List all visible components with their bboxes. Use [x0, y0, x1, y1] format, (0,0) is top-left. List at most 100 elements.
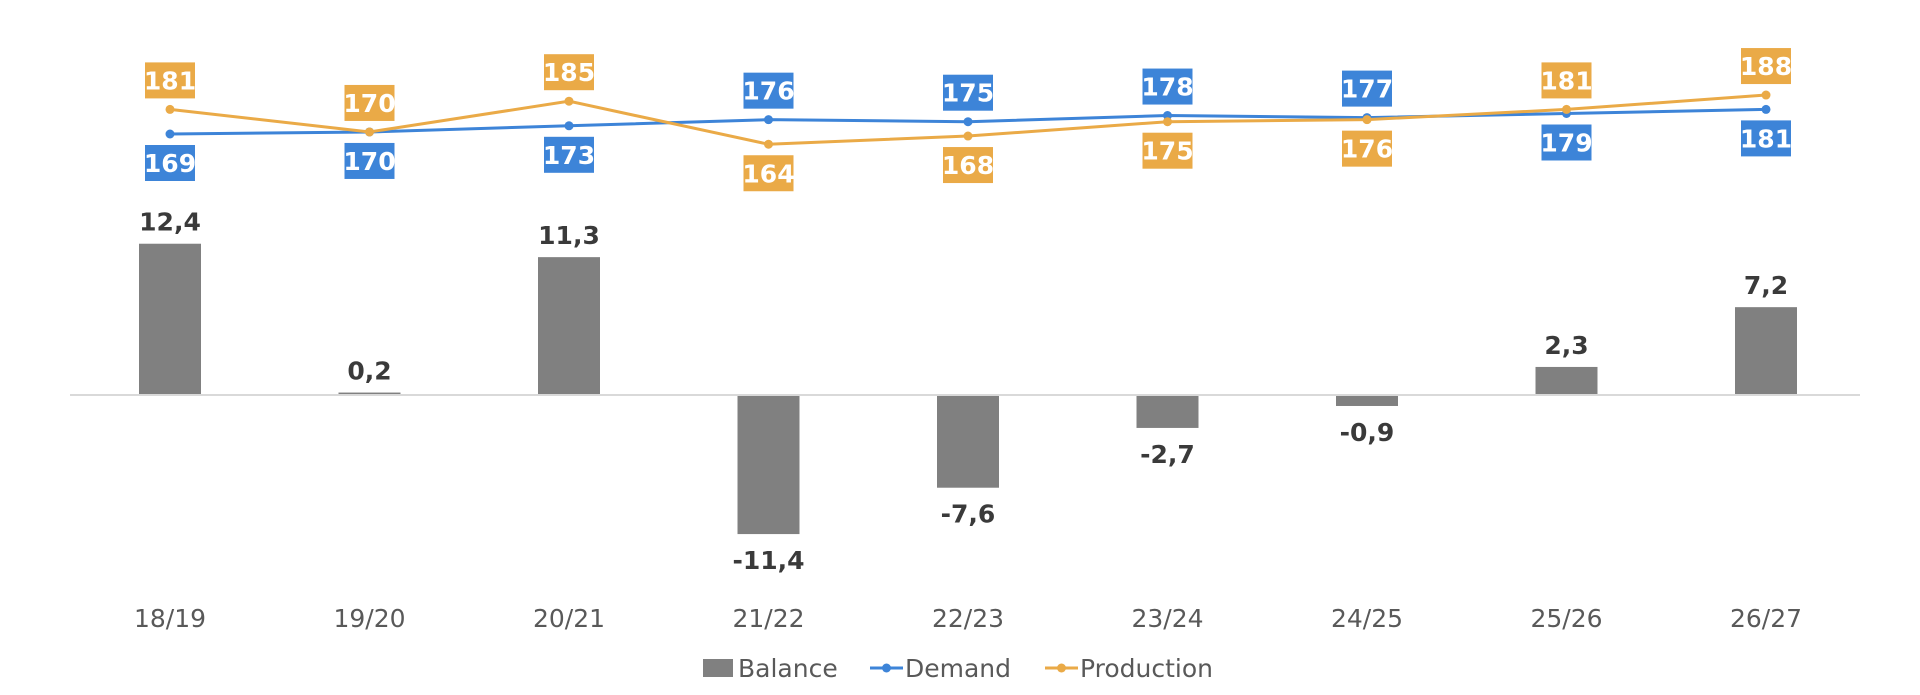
x-tick-22/23: 22/23	[932, 604, 1004, 633]
demand-label-box	[544, 136, 594, 173]
bar-20/21	[538, 257, 600, 395]
demand-label-box	[943, 74, 993, 111]
legend-marker	[1057, 663, 1066, 673]
production-label-text: 164	[742, 159, 794, 188]
production-label-box	[743, 155, 794, 192]
bar-label-19/20: 0,2	[347, 357, 391, 386]
bar-label-18/19: 12,4	[139, 208, 201, 237]
bar-label-25/26: 2,3	[1544, 331, 1588, 360]
demand-label-24/25: 177	[1341, 70, 1393, 107]
legend-item-balance[interactable]: Balance	[703, 654, 838, 683]
x-tick-23/24: 23/24	[1131, 604, 1203, 633]
demand-label-18/19: 169	[144, 145, 196, 181]
production-label-text: 185	[543, 58, 595, 87]
demand-point-21/22	[764, 115, 773, 125]
legend-item-demand[interactable]: Demand	[870, 654, 1011, 683]
demand-label-box	[145, 145, 195, 181]
production-point-18/19	[165, 104, 175, 114]
demand-point-20/21	[564, 121, 574, 131]
balance-bars	[139, 243, 1797, 535]
production-label-box	[1741, 48, 1791, 85]
bar-18/19	[139, 243, 201, 395]
production-label-24/25: 176	[1341, 130, 1393, 167]
production-label-25/26: 181	[1540, 62, 1593, 99]
x-tick-20/21: 20/21	[533, 604, 605, 633]
production-label-box	[145, 62, 195, 99]
bar-label-24/25: -0,9	[1340, 418, 1395, 447]
x-tick-19/20: 19/20	[333, 604, 405, 633]
production-label-box	[943, 147, 993, 184]
bar-21/22	[737, 395, 800, 535]
x-tick-26/27: 26/27	[1730, 604, 1802, 633]
balance-labels: 12,4 0,2 11,3 -11,4 -7,6 -2,7 -0,9 2,3 7,2	[139, 208, 1788, 575]
demand-label-21/22: 176	[742, 72, 795, 109]
production-label-text: 175	[1141, 137, 1193, 166]
demand-label-text: 177	[1341, 75, 1393, 104]
production-label-23/24: 175	[1141, 132, 1194, 169]
demand-label-text: 175	[942, 79, 994, 108]
bar-label-26/27: 7,2	[1744, 271, 1788, 300]
demand-label-box	[1142, 68, 1193, 105]
demand-label-20/21: 173	[543, 136, 595, 173]
production-label-box	[1142, 132, 1193, 169]
demand-label-box	[1541, 124, 1592, 161]
legend-label: Balance	[738, 654, 838, 683]
demand-label-19/20: 170	[343, 142, 396, 179]
bar-25/26	[1535, 366, 1598, 395]
demand-label-text: 169	[144, 149, 196, 178]
x-tick-25/26: 25/26	[1530, 604, 1602, 633]
demand-label-25/26: 179	[1540, 124, 1593, 161]
line-series	[165, 90, 1771, 149]
x-tick-18/19: 18/19	[134, 604, 206, 633]
demand-label-text: 173	[543, 141, 595, 170]
x-tick-24/25: 24/25	[1331, 604, 1403, 633]
production-point-23/24	[1163, 117, 1172, 127]
demand-label-box	[1342, 70, 1392, 107]
production-label-box	[344, 84, 395, 121]
production-label-text: 176	[1341, 135, 1393, 164]
bar-19/20	[338, 392, 401, 395]
legend-label: Production	[1080, 654, 1213, 683]
demand-point-18/19	[165, 129, 175, 139]
bar-label-22/23: -7,6	[941, 500, 996, 529]
production-label-text: 168	[942, 151, 994, 180]
production-label-text: 181	[1540, 66, 1592, 95]
demand-label-box	[344, 142, 395, 179]
production-point-22/23	[963, 131, 973, 141]
bar-26/27	[1735, 307, 1797, 395]
legend: Balance Demand Production	[703, 654, 1213, 683]
production-label-19/20: 170	[343, 84, 396, 121]
production-label-text: 188	[1740, 52, 1792, 81]
demand-label-26/27: 181	[1740, 120, 1792, 157]
production-point-20/21	[564, 96, 574, 106]
production-label-22/23: 168	[942, 147, 994, 184]
production-point-24/25	[1362, 115, 1372, 125]
demand-label-23/24: 178	[1141, 68, 1194, 105]
production-label-text: 170	[343, 89, 395, 118]
bar-label-23/24: -2,7	[1140, 440, 1195, 469]
bar-24/25	[1336, 395, 1398, 406]
production-label-21/22: 164	[742, 155, 795, 192]
production-label-box	[544, 54, 594, 91]
bar-label-20/21: 11,3	[538, 221, 600, 250]
demand-label-text: 179	[1540, 129, 1592, 158]
x-axis-ticks: 18/19 19/20 20/21 21/22 22/23 23/24 24/25 25/26…	[134, 604, 1802, 633]
demand-label-text: 178	[1141, 73, 1193, 102]
demand-point-23/24	[1163, 111, 1172, 121]
demand-label-22/23: 175	[942, 74, 994, 111]
demand-label-text: 176	[742, 77, 794, 106]
production-label-text: 181	[144, 66, 196, 95]
demand-label-text: 181	[1740, 124, 1792, 153]
demand-label-box	[743, 72, 794, 109]
production-label-18/19: 181	[144, 62, 196, 99]
line-labels: 169 181 170 170 173 185 176 164 175 168 178 175 177 1…	[144, 48, 1792, 192]
production-label-20/21: 185	[543, 54, 595, 91]
production-point-25/26	[1562, 104, 1571, 114]
demand-label-box	[1741, 120, 1791, 157]
legend-item-production[interactable]: Production	[1045, 654, 1213, 683]
demand-point-22/23	[963, 117, 973, 127]
legend-swatch	[703, 659, 733, 677]
production-point-19/20	[365, 127, 374, 137]
production-point-26/27	[1761, 90, 1771, 100]
